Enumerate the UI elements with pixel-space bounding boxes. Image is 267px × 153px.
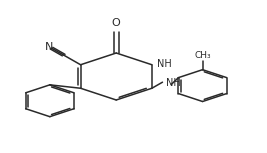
Text: CH₃: CH₃ — [194, 51, 211, 60]
Text: NH: NH — [167, 78, 181, 88]
Text: O: O — [112, 19, 121, 28]
Text: N: N — [45, 41, 53, 52]
Text: NH: NH — [157, 59, 171, 69]
